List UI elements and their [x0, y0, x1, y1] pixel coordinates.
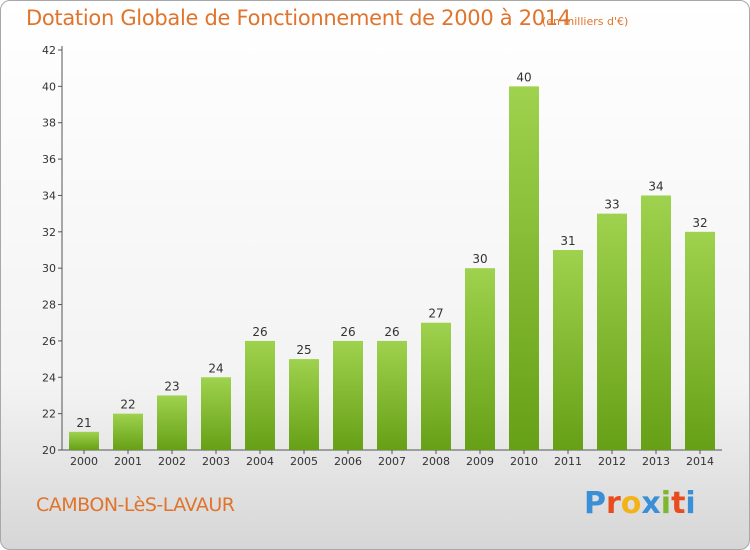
chart-unit-note: (en milliers d'€)	[542, 15, 629, 28]
bar-value-label: 24	[208, 361, 223, 375]
bar-value-label: 32	[692, 216, 707, 230]
x-tick-label: 2002	[158, 455, 186, 468]
bar	[289, 359, 319, 450]
logo-letter: x	[641, 486, 661, 521]
bar	[597, 213, 627, 450]
bar	[157, 395, 187, 450]
y-axis: 20 22 24 26 28 30 32 34 36 38 40 42	[42, 44, 63, 457]
bar	[465, 268, 495, 450]
bar-value-label: 26	[384, 325, 399, 339]
bar	[685, 231, 715, 450]
y-tick-label: 32	[42, 226, 56, 239]
bar-value-label: 22	[120, 398, 135, 412]
bar-value-label: 25	[296, 343, 311, 357]
x-tick-label: 2013	[642, 455, 670, 468]
bar	[421, 322, 451, 450]
y-tick-label: 36	[42, 153, 56, 166]
data-labels: 21 22 23 24 26 25 26 26 27 30 40 31 33 34 32	[76, 70, 707, 429]
x-tick-label: 2000	[70, 455, 98, 468]
bar	[641, 195, 671, 450]
bar-value-label: 23	[164, 379, 179, 393]
bar	[377, 340, 407, 450]
x-tick-label: 2004	[246, 455, 274, 468]
y-tick-label: 30	[42, 262, 56, 275]
bar	[509, 86, 539, 450]
y-tick-label: 42	[42, 44, 56, 57]
x-tick-label: 2001	[114, 455, 142, 468]
x-tick-label: 2006	[334, 455, 362, 468]
x-tick-label: 2011	[554, 455, 582, 468]
y-tick-label: 22	[42, 408, 56, 421]
y-tick-label: 26	[42, 335, 56, 348]
commune-name: CAMBON-LèS-LAVAUR	[36, 494, 235, 516]
bar-value-label: 27	[428, 307, 443, 321]
proxiti-logo[interactable]: Proxiti	[584, 486, 696, 521]
logo-letter: i	[660, 486, 672, 521]
bar	[333, 340, 363, 450]
logo-letter: P	[584, 486, 606, 521]
x-tick-label: 2009	[466, 455, 494, 468]
logo-letter: o	[620, 486, 642, 521]
bar-value-label: 31	[560, 234, 575, 248]
bar	[69, 431, 99, 450]
y-tick-label: 28	[42, 299, 56, 312]
x-tick-label: 2003	[202, 455, 230, 468]
chart-title: Dotation Globale de Fonctionnement de 20…	[26, 6, 571, 30]
y-tick-label: 40	[42, 80, 56, 93]
bar-value-label: 21	[76, 416, 91, 430]
bar-value-label: 40	[516, 70, 531, 84]
y-tick-label: 38	[42, 117, 56, 130]
x-tick-label: 2014	[686, 455, 714, 468]
x-tick-label: 2005	[290, 455, 318, 468]
logo-letter: r	[606, 486, 621, 521]
x-tick-label: 2010	[510, 455, 538, 468]
y-tick-label: 24	[42, 371, 56, 384]
bars	[69, 86, 715, 450]
bar	[201, 377, 231, 450]
logo-letter: t	[671, 486, 686, 521]
bar-value-label: 26	[340, 325, 355, 339]
x-axis: 2000 2001 2002 2003 2004 2005 2006 2007 2008 2009…	[62, 449, 722, 468]
bar-value-label: 26	[252, 325, 267, 339]
logo-letter: i	[685, 486, 696, 521]
bar-value-label: 34	[648, 179, 663, 193]
x-tick-label: 2012	[598, 455, 626, 468]
bar-value-label: 33	[604, 198, 619, 212]
y-tick-label: 34	[42, 189, 56, 202]
bar	[245, 340, 275, 450]
bar-value-label: 30	[472, 252, 487, 266]
x-tick-label: 2007	[378, 455, 406, 468]
bar	[553, 250, 583, 450]
x-tick-label: 2008	[422, 455, 450, 468]
bar	[113, 413, 143, 450]
y-tick-label: 20	[42, 444, 56, 457]
